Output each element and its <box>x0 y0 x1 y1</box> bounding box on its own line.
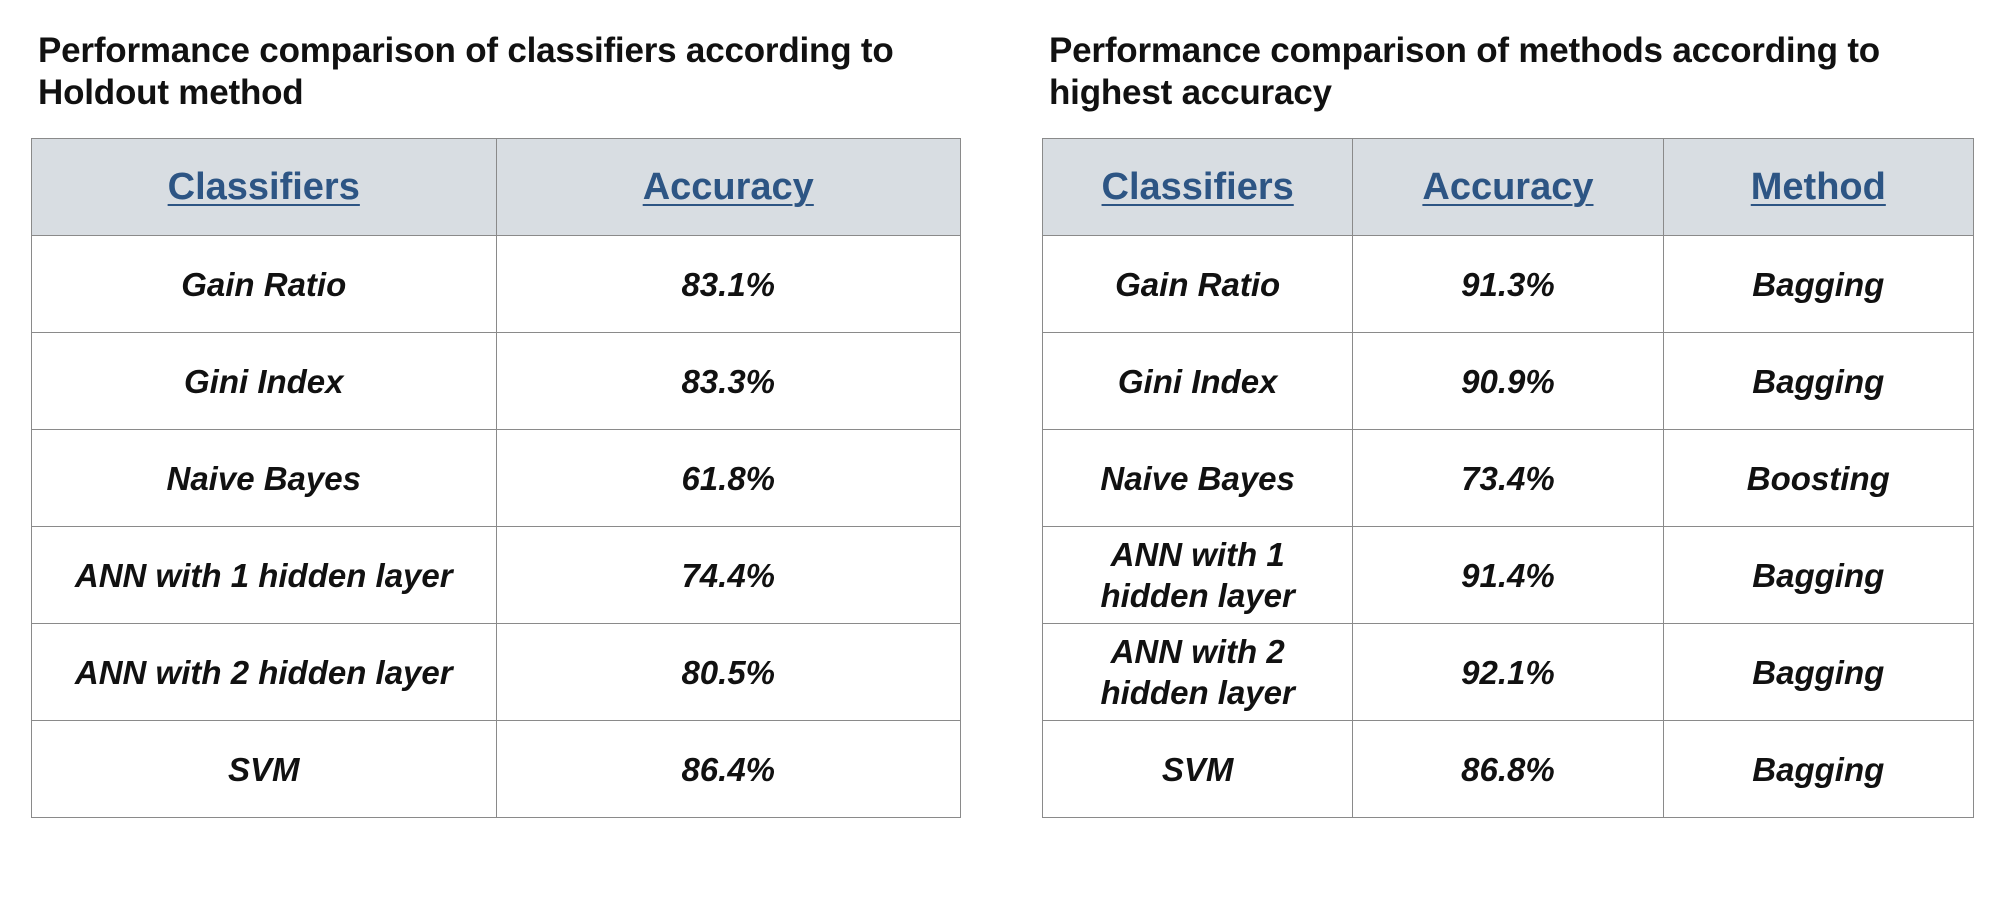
column-header-method: Method <box>1662 138 1975 236</box>
classifier-cell: ANN with 1 hidden layer <box>1041 526 1354 624</box>
table-row: ANN with 2 hidden layer 80.5% <box>31 623 961 721</box>
method-cell: Bagging <box>1662 235 1975 333</box>
classifier-cell: ANN with 1 hidden layer <box>31 526 497 624</box>
classifier-cell: ANN with 2 hidden layer <box>31 623 497 721</box>
classifier-cell: Naive Bayes <box>31 429 497 527</box>
method-cell: Bagging <box>1662 332 1975 430</box>
table-row: SVM 86.8% Bagging <box>1041 720 1975 818</box>
accuracy-cell: 73.4% <box>1352 429 1664 527</box>
table-row: Gini Index 83.3% <box>31 332 961 430</box>
classifier-cell: ANN with 2 hidden layer <box>1041 623 1354 721</box>
accuracy-cell: 86.8% <box>1352 720 1664 818</box>
column-header-accuracy: Accuracy <box>1352 138 1664 236</box>
classifier-cell: SVM <box>31 720 497 818</box>
column-header-classifiers: Classifiers <box>31 138 497 236</box>
method-cell: Bagging <box>1662 526 1975 624</box>
holdout-header-row: Classifiers Accuracy <box>31 138 961 236</box>
table-row: Gain Ratio 91.3% Bagging <box>1041 235 1975 333</box>
highest-accuracy-table: Classifiers Accuracy Method Gain Ratio 9… <box>1041 138 1975 818</box>
table-row: Naive Bayes 73.4% Boosting <box>1041 429 1975 527</box>
accuracy-cell: 83.1% <box>495 235 961 333</box>
accuracy-cell: 86.4% <box>495 720 961 818</box>
classifier-cell: Gain Ratio <box>1041 235 1354 333</box>
table-row: ANN with 1 hidden layer 74.4% <box>31 526 961 624</box>
accuracy-cell: 91.3% <box>1352 235 1664 333</box>
holdout-table-title: Performance comparison of classifiers ac… <box>38 31 894 112</box>
table-row: ANN with 1 hidden layer 91.4% Bagging <box>1041 526 1975 624</box>
classifier-cell: SVM <box>1041 720 1354 818</box>
accuracy-cell: 61.8% <box>495 429 961 527</box>
accuracy-cell: 83.3% <box>495 332 961 430</box>
classifier-cell: Naive Bayes <box>1041 429 1354 527</box>
highest-accuracy-table-title: Performance comparison of methods accord… <box>1049 31 1880 112</box>
table-row: Gain Ratio 83.1% <box>31 235 961 333</box>
method-cell: Boosting <box>1662 429 1975 527</box>
holdout-table-panel: Performance comparison of classifiers ac… <box>31 30 961 818</box>
table-row: ANN with 2 hidden layer 92.1% Bagging <box>1041 623 1975 721</box>
column-header-accuracy: Accuracy <box>495 138 961 236</box>
accuracy-cell: 90.9% <box>1352 332 1664 430</box>
highest-accuracy-header-row: Classifiers Accuracy Method <box>1041 138 1975 236</box>
table-row: SVM 86.4% <box>31 720 961 818</box>
accuracy-cell: 91.4% <box>1352 526 1664 624</box>
method-cell: Bagging <box>1662 623 1975 721</box>
holdout-table: Classifiers Accuracy Gain Ratio 83.1% Gi… <box>31 138 961 818</box>
highest-accuracy-table-panel: Performance comparison of methods accord… <box>1041 30 1975 818</box>
classifier-cell: Gain Ratio <box>31 235 497 333</box>
accuracy-cell: 80.5% <box>495 623 961 721</box>
classifier-cell: Gini Index <box>1041 332 1354 430</box>
method-cell: Bagging <box>1662 720 1975 818</box>
column-header-classifiers: Classifiers <box>1041 138 1354 236</box>
table-row: Gini Index 90.9% Bagging <box>1041 332 1975 430</box>
table-row: Naive Bayes 61.8% <box>31 429 961 527</box>
classifier-cell: Gini Index <box>31 332 497 430</box>
accuracy-cell: 92.1% <box>1352 623 1664 721</box>
accuracy-cell: 74.4% <box>495 526 961 624</box>
